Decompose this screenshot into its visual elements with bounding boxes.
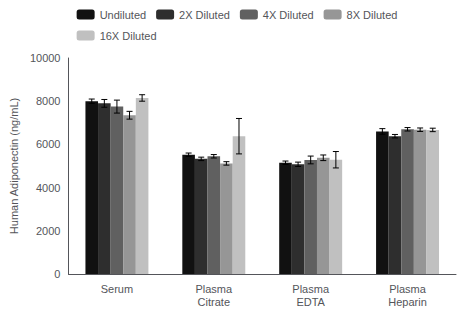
svg-text:Plasma: Plasma — [195, 283, 233, 295]
svg-text:EDTA: EDTA — [296, 296, 325, 308]
svg-text:6000: 6000 — [36, 138, 60, 150]
svg-text:Citrate: Citrate — [198, 296, 230, 308]
svg-text:Plasma: Plasma — [292, 283, 330, 295]
svg-text:Plasma: Plasma — [389, 283, 427, 295]
svg-text:Serum: Serum — [101, 283, 133, 295]
svg-text:Undiluted: Undiluted — [100, 9, 146, 21]
svg-text:4X Diluted: 4X Diluted — [263, 9, 314, 21]
svg-text:2X Diluted: 2X Diluted — [179, 9, 230, 21]
svg-text:8X Diluted: 8X Diluted — [347, 9, 398, 21]
svg-text:Heparin: Heparin — [388, 296, 427, 308]
svg-text:0: 0 — [54, 268, 60, 280]
svg-text:8000: 8000 — [36, 95, 60, 107]
svg-text:4000: 4000 — [36, 182, 60, 194]
svg-text:2000: 2000 — [36, 225, 60, 237]
svg-text:Human Adiponectin (ng/mL): Human Adiponectin (ng/mL) — [8, 98, 20, 234]
svg-text:16X Diluted: 16X Diluted — [100, 30, 157, 42]
svg-text:10000: 10000 — [30, 52, 61, 64]
